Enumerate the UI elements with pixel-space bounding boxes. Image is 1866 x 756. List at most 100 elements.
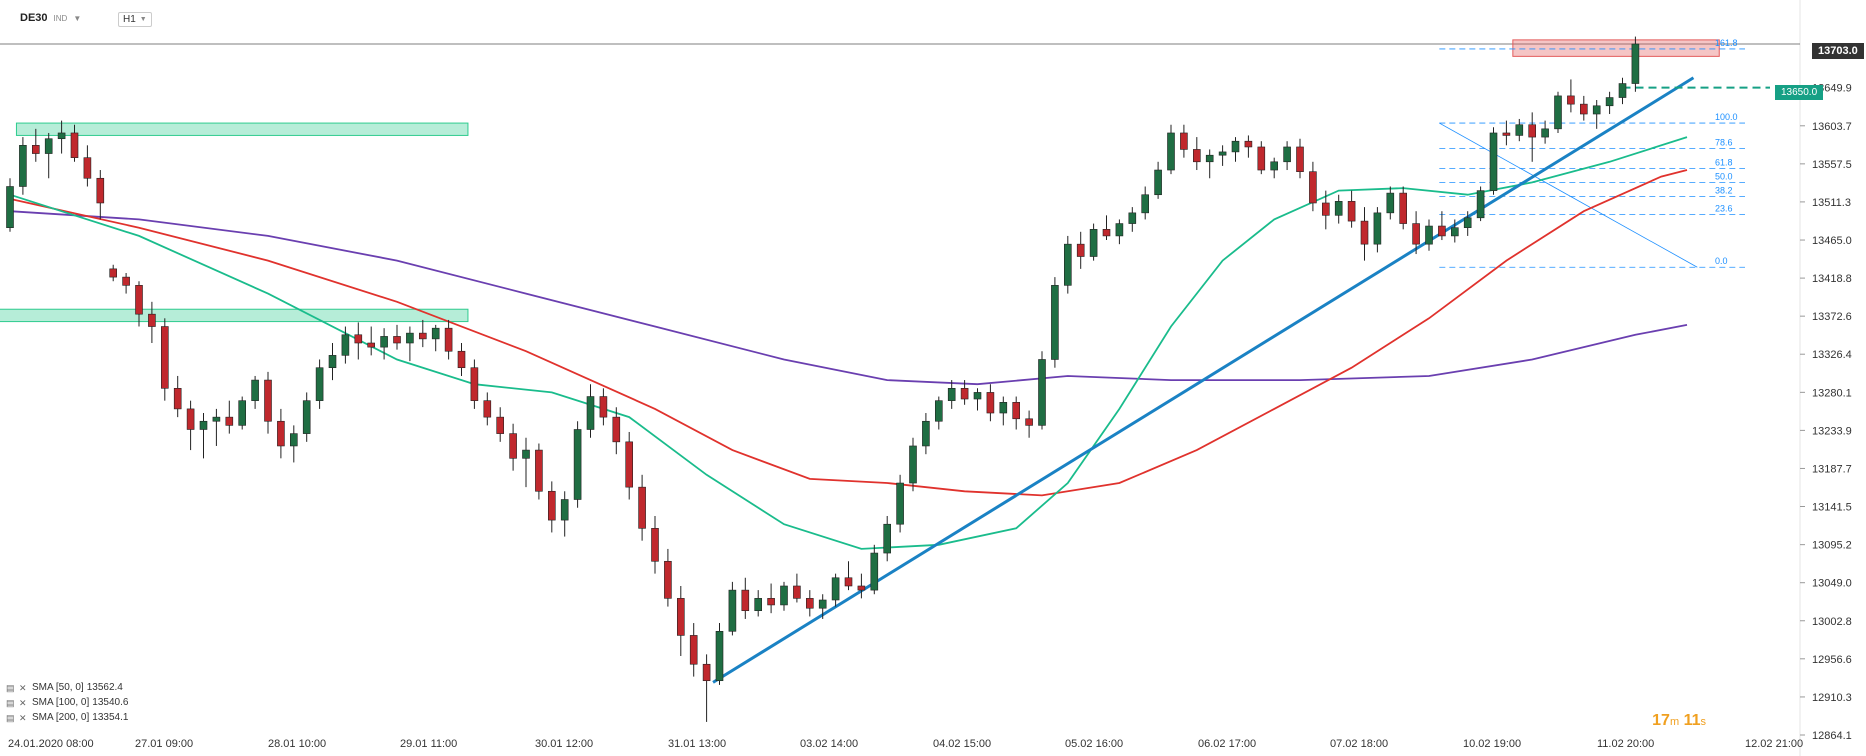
close-icon[interactable]: ✕	[19, 682, 27, 693]
candle-body	[277, 420, 285, 447]
candle-body	[1193, 149, 1201, 163]
candle-body	[96, 177, 105, 204]
y-tick-label: 13557.5	[1812, 159, 1852, 171]
indicator-value: 13562.4	[86, 682, 123, 693]
candle-body	[83, 157, 92, 179]
fib-level-label: 38.2	[1715, 185, 1733, 195]
target-zone	[1512, 39, 1720, 57]
candle-body	[1592, 105, 1601, 115]
indicator-name: SMA [50, 0]	[32, 682, 84, 693]
indicator-settings-icon[interactable]: ▤	[6, 712, 15, 723]
candle-body	[612, 416, 621, 443]
candle-body	[1231, 140, 1240, 153]
x-tick-label: 03.02 14:00	[800, 738, 858, 750]
indicator-settings-icon[interactable]: ▤	[6, 682, 15, 693]
candle-body	[986, 392, 995, 414]
candle-body	[418, 332, 427, 340]
x-tick-label: 11.02 20:00	[1597, 738, 1654, 750]
candle-body	[1618, 83, 1627, 98]
candle-body	[934, 400, 943, 422]
candle-body	[1322, 202, 1330, 216]
candle-body	[251, 379, 259, 401]
candle-body	[199, 420, 208, 430]
y-tick-label: 13418.8	[1812, 273, 1852, 285]
candle-body	[315, 367, 324, 401]
timeframe-selector[interactable]: H1 ▼	[118, 12, 152, 27]
y-tick-label: 13233.9	[1812, 425, 1852, 437]
candle-body	[1567, 95, 1575, 105]
candle-body	[793, 585, 801, 599]
candle-body	[535, 449, 543, 492]
candle-body	[367, 342, 376, 348]
candle-body	[264, 379, 272, 422]
candle-body	[186, 408, 195, 430]
candle-body	[522, 449, 530, 459]
resistance-zone	[15, 122, 469, 136]
close-icon[interactable]: ✕	[19, 697, 27, 708]
candle-body	[1257, 146, 1266, 171]
chevron-down-icon[interactable]: ▼	[73, 13, 82, 23]
candle-body	[1244, 140, 1253, 148]
candle-body	[638, 486, 646, 529]
candle-body	[870, 552, 879, 591]
indicator-sma-100[interactable]: ▤ ✕ SMA [100, 0] 13540.6	[6, 697, 128, 708]
candle-body	[470, 367, 479, 401]
candle-body	[393, 336, 401, 344]
y-tick-label: 13187.7	[1812, 463, 1852, 475]
close-icon[interactable]: ✕	[19, 712, 27, 723]
candle-body	[560, 499, 569, 521]
fib-level-label: 0.0	[1715, 256, 1728, 266]
candle-body	[31, 145, 40, 154]
candle-body	[767, 598, 775, 606]
candle-body	[586, 396, 595, 430]
candle-body	[973, 392, 982, 400]
y-tick-label: 12956.6	[1812, 654, 1852, 666]
candle-body	[1412, 223, 1420, 245]
candle-body	[289, 433, 298, 447]
candle-body	[780, 585, 788, 606]
y-tick-label: 13465.0	[1812, 235, 1852, 247]
candle-body	[896, 482, 904, 525]
instrument-header[interactable]: DE30 IND ▼	[20, 12, 81, 24]
candle-body	[1451, 227, 1459, 237]
candle-body	[1128, 212, 1137, 224]
candle-body	[1463, 217, 1472, 228]
candle-body	[328, 355, 337, 369]
candle-body	[960, 388, 969, 400]
candle-body	[225, 416, 234, 426]
candle-body	[161, 326, 169, 389]
candle-body	[1309, 171, 1317, 204]
candle-body	[1502, 132, 1511, 136]
y-tick-label: 12864.1	[1812, 730, 1852, 742]
candle-body	[212, 416, 221, 422]
candle-body	[1064, 243, 1072, 286]
y-tick-label: 13280.1	[1812, 387, 1852, 399]
candle-body	[122, 276, 130, 286]
fib-level-label: 61.8	[1715, 157, 1733, 167]
candle-body	[676, 598, 685, 636]
indicator-settings-icon[interactable]: ▤	[6, 697, 15, 708]
candle-body	[457, 350, 466, 369]
chevron-down-icon[interactable]: ▼	[139, 16, 147, 23]
y-tick-label: 13372.6	[1812, 311, 1852, 323]
candle-body	[728, 589, 737, 632]
indicator-sma-200[interactable]: ▤ ✕ SMA [200, 0] 13354.1	[6, 712, 128, 723]
y-tick-label: 13603.7	[1812, 121, 1852, 133]
candle-body	[664, 560, 672, 599]
candle-body	[741, 589, 750, 612]
candle-body	[1051, 285, 1059, 360]
symbol-label[interactable]: DE30	[20, 12, 48, 24]
indicator-sma-50[interactable]: ▤ ✕ SMA [50, 0] 13562.4	[6, 682, 123, 693]
candle-body	[1218, 151, 1227, 156]
timer-seconds: 11	[1683, 712, 1701, 729]
candle-body	[1425, 225, 1433, 245]
candle-body	[1283, 146, 1291, 163]
fib-level-label: 161.8	[1715, 38, 1738, 48]
candle-countdown: 17m 11s	[1652, 712, 1706, 730]
timer-minutes-unit: m	[1669, 716, 1680, 728]
symbol-type-label: IND	[53, 13, 68, 23]
timeframe-label[interactable]: H1	[123, 14, 136, 25]
candle-body	[57, 132, 66, 140]
candle-body	[831, 577, 840, 601]
